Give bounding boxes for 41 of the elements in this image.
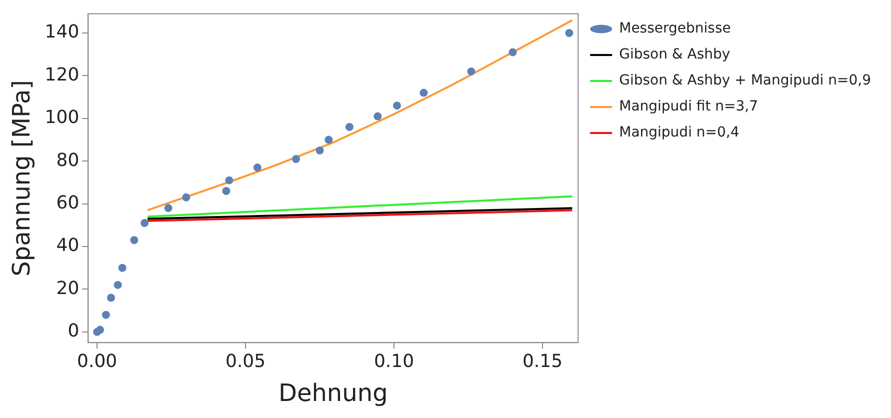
point — [222, 187, 230, 196]
point — [182, 193, 190, 202]
x-tick-label: 0.10 — [374, 351, 414, 372]
point — [374, 112, 382, 120]
point — [392, 102, 401, 110]
point — [164, 204, 172, 212]
point — [420, 88, 428, 97]
point — [253, 164, 262, 172]
point — [565, 29, 574, 38]
point — [114, 280, 122, 289]
y-tick-label: 40 — [56, 235, 80, 256]
point — [467, 67, 476, 76]
legend-label: Gibson & Ashby + Mangipudi n=0,9 — [619, 72, 872, 89]
legend-label: Gibson & Ashby — [619, 46, 730, 63]
point — [508, 48, 517, 56]
legend-label: Mangipudi n=0,4 — [619, 124, 740, 141]
point — [316, 146, 324, 154]
point — [96, 326, 104, 334]
y-tick-label: 120 — [44, 64, 80, 86]
legend-label: Messergebnisse — [619, 20, 731, 37]
x-tick-label: 0.05 — [226, 351, 266, 372]
point — [107, 294, 116, 302]
point — [118, 264, 126, 272]
point — [140, 219, 149, 228]
point — [345, 122, 354, 131]
y-tick-label: 60 — [56, 192, 80, 214]
y-tick-label: 100 — [44, 107, 80, 128]
point — [324, 136, 333, 144]
y-tick-label: 0 — [68, 320, 80, 342]
x-tick-label: 0.00 — [77, 351, 118, 372]
y-tick-label: 80 — [56, 150, 80, 171]
point — [102, 310, 110, 319]
x-tick-label: 0.15 — [522, 351, 563, 372]
point — [225, 176, 234, 184]
y-axis-title: Spannung [MPa] — [8, 80, 36, 276]
y-tick-label: 20 — [56, 278, 80, 299]
x-axis-title: Dehnung — [278, 378, 388, 407]
y-tick-label: 140 — [44, 22, 80, 43]
point — [130, 236, 138, 244]
point — [292, 154, 300, 163]
legend-label: Mangipudi fit n=3,7 — [619, 98, 758, 115]
